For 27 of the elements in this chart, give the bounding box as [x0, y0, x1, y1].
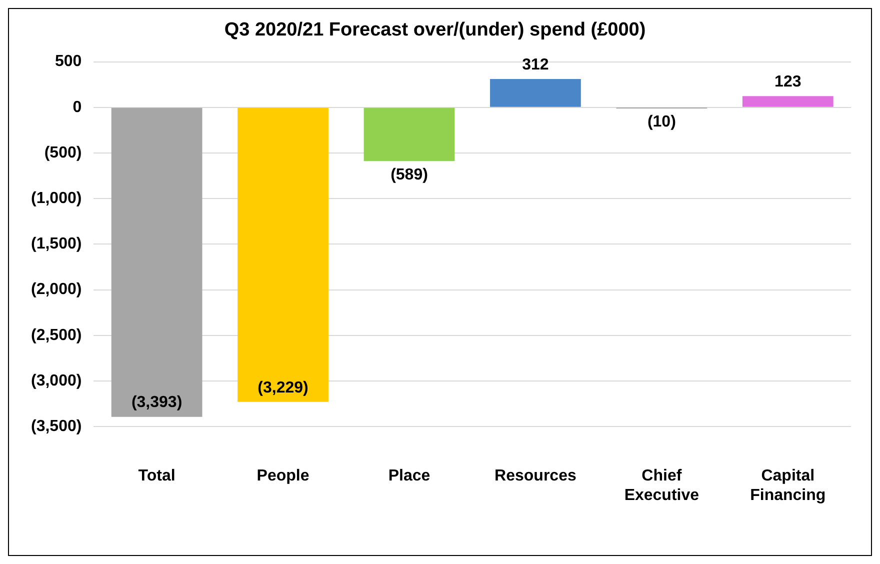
- chart-title: Q3 2020/21 Forecast over/(under) spend (£000): [224, 20, 646, 41]
- data-label: (3,393): [131, 394, 182, 412]
- y-tick-label: (3,500): [30, 418, 82, 436]
- y-tick-label: 500: [54, 53, 82, 70]
- data-label: 123: [774, 74, 802, 91]
- y-tick-label: (2,500): [30, 326, 82, 344]
- bar: [742, 96, 834, 107]
- bar: [238, 108, 328, 402]
- data-label: (3,229): [258, 379, 308, 396]
- bar: [111, 108, 202, 417]
- y-tick-label: (2,000): [30, 281, 82, 298]
- x-tick-label: Chief Executive: [624, 468, 700, 504]
- x-tick-label: Place: [388, 468, 430, 485]
- x-tick-label: Resources: [494, 468, 576, 485]
- y-tick-label: (500): [44, 144, 82, 162]
- x-tick-label: Total: [138, 468, 176, 485]
- data-label: (10): [647, 114, 676, 131]
- bar: [490, 78, 581, 107]
- y-tick-label: (1,500): [30, 236, 82, 253]
- data-label: (589): [390, 166, 428, 184]
- data-label: 312: [522, 56, 549, 74]
- y-tick-label: (3,000): [30, 372, 82, 390]
- x-tick-label: People: [256, 468, 310, 485]
- y-tick-label: (1,000): [30, 190, 82, 208]
- y-tick-label: 0: [72, 98, 82, 116]
- bar: [364, 108, 455, 162]
- x-tick-label: Capital Financing: [750, 468, 826, 504]
